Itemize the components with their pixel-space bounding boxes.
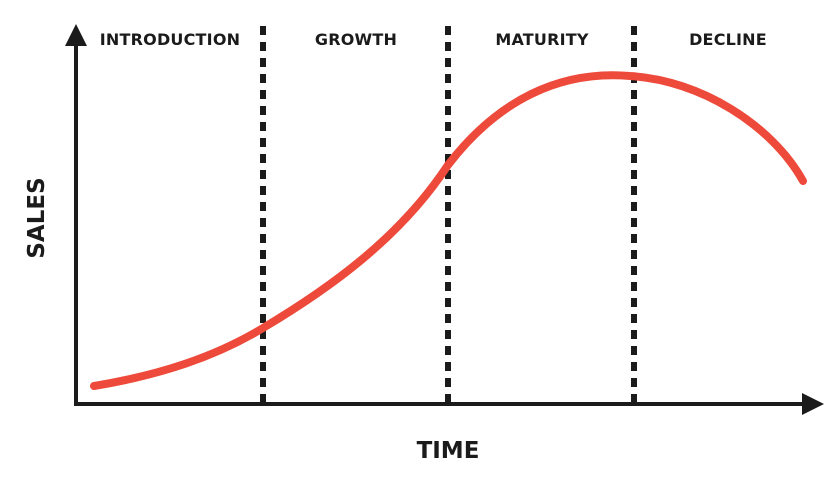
y-axis-arrow-icon	[65, 24, 87, 46]
x-axis-arrow-icon	[802, 393, 824, 415]
stage-label-introduction: INTRODUCTION	[100, 30, 240, 49]
sales-curve	[90, 71, 807, 390]
stage-label-decline: DECLINE	[689, 30, 767, 49]
y-axis-label: SALES	[24, 177, 50, 258]
stage-label-maturity: MATURITY	[495, 30, 589, 49]
x-axis-label: TIME	[417, 438, 480, 464]
stage-label-growth: GROWTH	[315, 30, 397, 49]
